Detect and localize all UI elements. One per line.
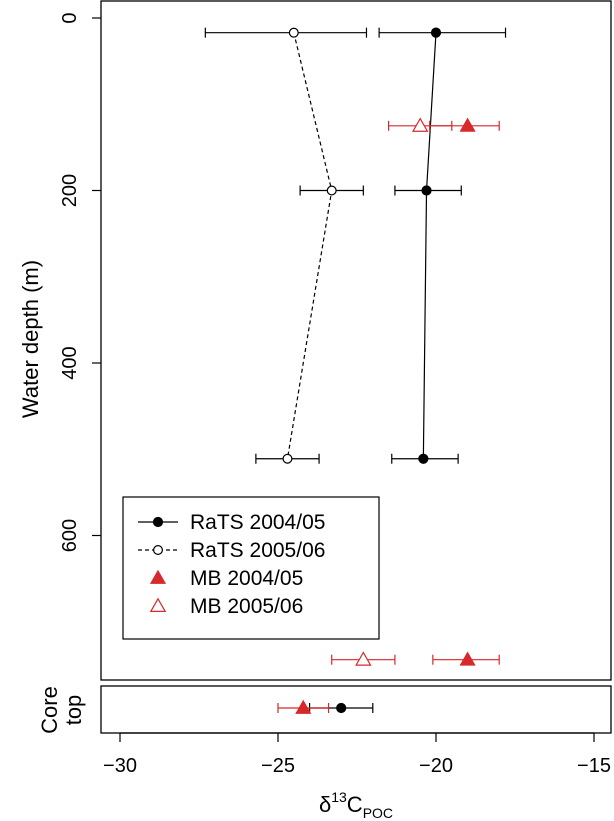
legend-item-2-label: MB 2004/05 bbox=[190, 567, 303, 590]
y-tick-label-3: 600 bbox=[59, 519, 81, 552]
x-tick-label-2: −20 bbox=[419, 755, 453, 777]
series-2-point-1-marker bbox=[459, 651, 476, 666]
y-axis: 0 200 400 600 bbox=[59, 12, 101, 552]
legend: RaTS 2004/05 RaTS 2005/06 MB 2004/05 MB 200… bbox=[122, 496, 380, 640]
legend-item-3-marker bbox=[149, 597, 167, 613]
x-axis-label: δ13CPOC bbox=[319, 789, 393, 821]
coretop-plot-frame bbox=[100, 685, 612, 734]
coretop-plot-area bbox=[277, 699, 374, 714]
main-plot-frame bbox=[100, 0, 612, 681]
x-axis-label-sup: 13 bbox=[331, 789, 347, 805]
coretop-label-line2: top bbox=[61, 695, 86, 726]
y-tick-label-1: 200 bbox=[59, 174, 81, 207]
series-0-point-0-marker bbox=[430, 27, 442, 38]
coretop-series-1-point-0-marker bbox=[295, 699, 312, 714]
series-2-point-0-marker bbox=[459, 117, 476, 132]
main-plot-area bbox=[204, 27, 507, 666]
series-0-point-1-marker bbox=[421, 185, 432, 196]
legend-item-1-marker bbox=[153, 544, 164, 555]
legend-item-2-marker bbox=[149, 569, 167, 584]
series-1-line bbox=[286, 32, 333, 459]
legend-item-0-label: RaTS 2004/05 bbox=[190, 511, 325, 534]
x-axis-label-sub: POC bbox=[363, 805, 393, 821]
x-tick-label-1: −25 bbox=[261, 755, 295, 777]
series-3-point-0-marker bbox=[411, 117, 429, 132]
series-1-point-0-marker bbox=[288, 27, 299, 38]
series-0-point-2-marker bbox=[418, 453, 429, 464]
x-axis-label-main: δ bbox=[319, 792, 331, 817]
series-1-point-1-marker bbox=[326, 185, 337, 196]
series-3-point-1-marker bbox=[355, 651, 372, 666]
y-axis-label: Water depth (m) bbox=[18, 260, 43, 418]
legend-item-3-label: MB 2005/06 bbox=[190, 595, 303, 618]
x-axis: −30 −25 −20 −15 bbox=[103, 732, 611, 777]
coretop-series-0-point-0-marker bbox=[336, 702, 347, 714]
x-tick-label-3: −15 bbox=[577, 755, 611, 777]
legend-item-1-label: RaTS 2005/06 bbox=[190, 539, 325, 562]
y-tick-label-0: 0 bbox=[59, 12, 81, 23]
series-1-point-2-marker bbox=[282, 453, 293, 464]
x-tick-label-0: −30 bbox=[103, 755, 137, 777]
legend-item-0-marker bbox=[152, 516, 164, 528]
series-0-line bbox=[422, 32, 437, 459]
x-axis-label-c: C bbox=[347, 792, 363, 817]
legend-frame bbox=[122, 496, 380, 640]
coretop-label-line1: Core bbox=[37, 686, 62, 734]
y-tick-label-2: 400 bbox=[59, 346, 81, 379]
